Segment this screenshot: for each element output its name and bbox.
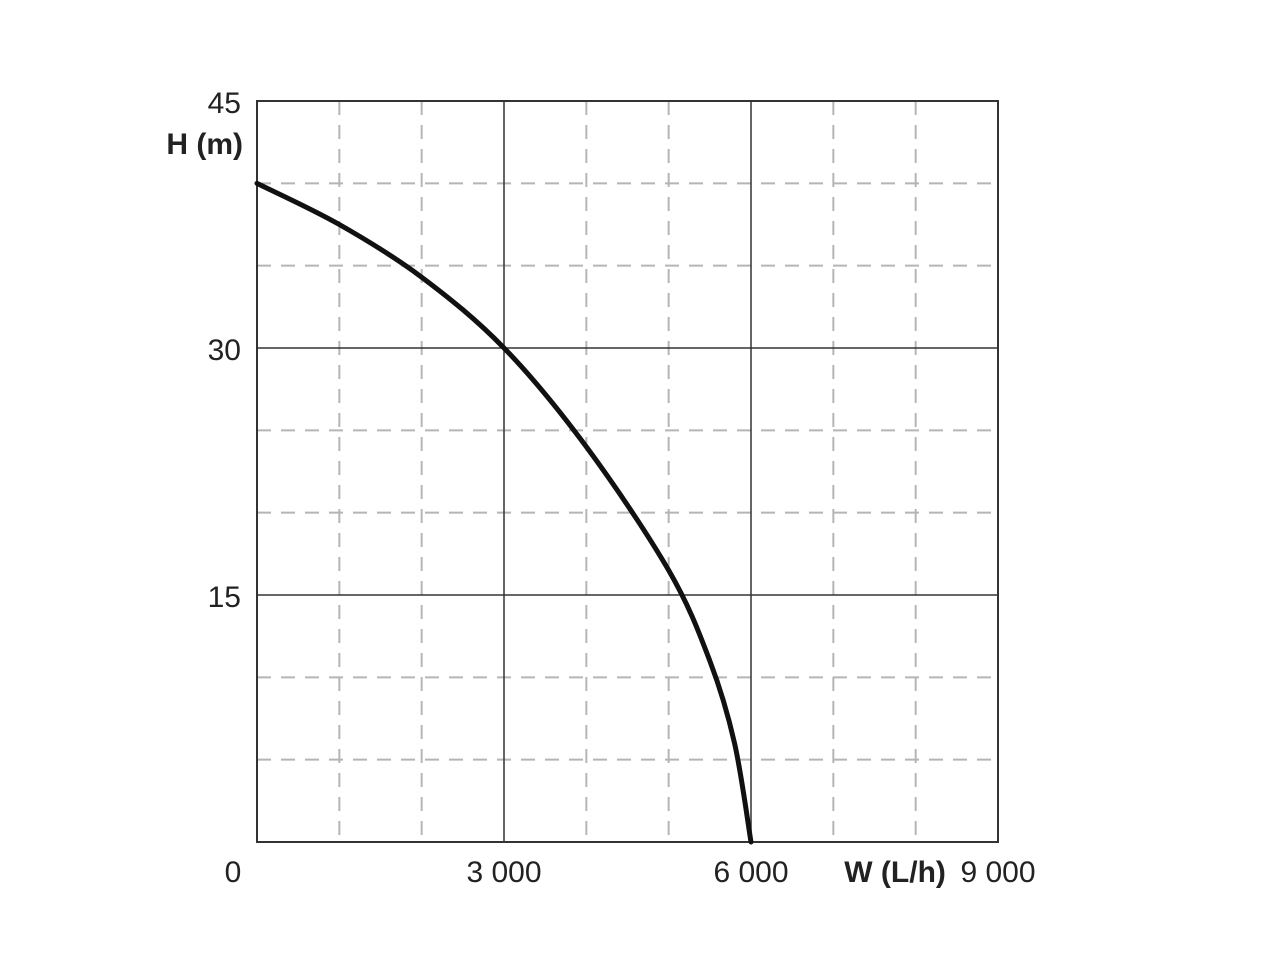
x-tick-labels: 0 3 000 6 000 9 000	[225, 856, 1036, 889]
y-axis-title: H (m)	[166, 128, 243, 161]
minor-grid	[257, 101, 998, 842]
x-tick-label: 0	[225, 856, 242, 889]
plot-frame	[256, 100, 999, 843]
x-tick-label: 9 000	[960, 856, 1035, 889]
series-line	[254, 180, 754, 845]
x-tick-label: 6 000	[713, 856, 788, 889]
x-axis-title: W (L/h)	[844, 856, 946, 889]
y-tick-label: 30	[208, 334, 241, 367]
y-tick-label: 15	[208, 581, 241, 614]
y-tick-labels: 15 30 45	[208, 87, 241, 614]
major-grid	[257, 101, 998, 842]
x-tick-label: 3 000	[466, 856, 541, 889]
y-tick-label: 45	[208, 87, 241, 120]
